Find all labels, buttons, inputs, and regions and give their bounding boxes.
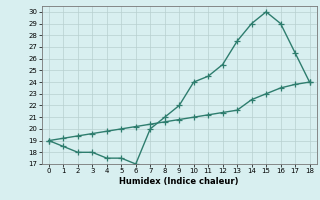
- X-axis label: Humidex (Indice chaleur): Humidex (Indice chaleur): [119, 177, 239, 186]
